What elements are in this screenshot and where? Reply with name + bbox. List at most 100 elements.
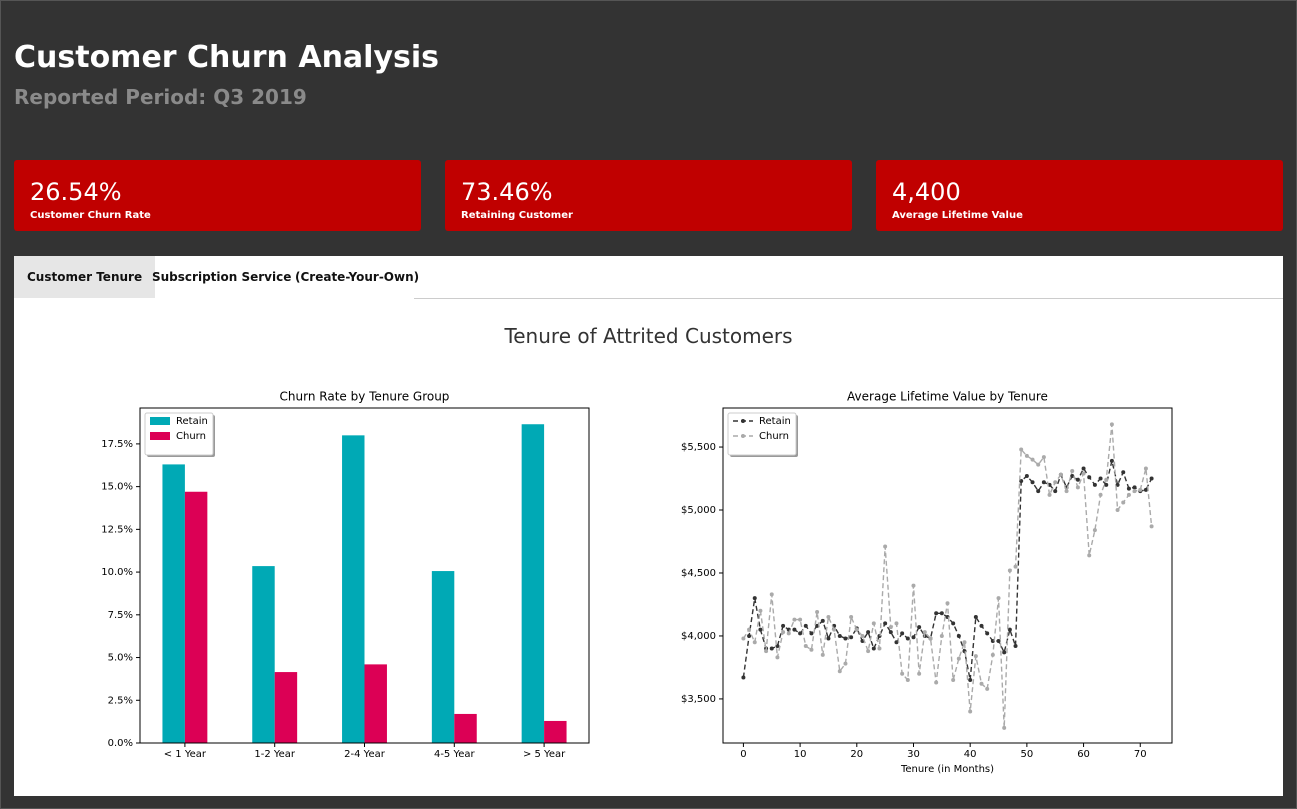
marker — [1007, 627, 1012, 632]
marker — [1053, 489, 1058, 494]
x-tick-label: 70 — [1134, 749, 1147, 760]
marker — [1024, 453, 1029, 458]
y-tick-label: $5,000 — [681, 505, 716, 516]
marker — [803, 644, 808, 649]
marker — [1098, 492, 1103, 497]
marker — [928, 636, 933, 641]
marker — [900, 671, 905, 676]
y-tick-label: $5,500 — [681, 442, 716, 453]
legend — [727, 412, 797, 456]
y-tick-label: 2.5% — [108, 695, 133, 706]
tab[interactable]: (Create-Your-Own) — [295, 270, 420, 284]
y-tick-label: $4,500 — [681, 568, 716, 579]
marker — [1024, 474, 1029, 479]
marker — [985, 631, 990, 636]
marker — [1138, 487, 1143, 492]
marker — [1092, 482, 1097, 487]
marker — [820, 652, 825, 657]
x-tick-label: 4-5 Year — [434, 749, 476, 760]
kpi-value: 4,400 — [892, 178, 961, 206]
kpi-value: 26.54% — [30, 178, 122, 206]
x-tick-label: 60 — [1077, 749, 1090, 760]
marker — [741, 636, 746, 641]
marker — [1121, 500, 1126, 505]
bar — [274, 672, 298, 743]
marker — [1036, 489, 1041, 494]
marker — [956, 656, 961, 661]
bar — [454, 713, 477, 743]
tab-divider — [414, 298, 1283, 299]
chart-title: Average Lifetime Value by Tenure — [847, 390, 1048, 404]
axes-frame — [139, 407, 590, 744]
x-tick-label: 0 — [740, 749, 746, 760]
marker — [979, 681, 984, 686]
marker — [996, 638, 1001, 643]
legend-label: Retain — [176, 416, 208, 427]
marker — [781, 630, 786, 635]
y-tick-label: 15.0% — [101, 482, 133, 493]
marker — [877, 646, 882, 651]
marker — [968, 678, 973, 683]
marker — [1104, 482, 1109, 487]
marker — [798, 631, 803, 636]
marker — [905, 678, 910, 683]
marker — [803, 623, 808, 628]
legend-label: Churn — [176, 431, 206, 442]
marker — [1041, 455, 1046, 460]
marker — [922, 630, 927, 635]
marker — [1092, 528, 1097, 533]
marker — [1109, 422, 1114, 427]
marker — [979, 623, 984, 628]
marker — [888, 625, 893, 630]
marker — [1126, 486, 1131, 491]
marker — [764, 649, 769, 654]
marker — [1064, 489, 1069, 494]
marker — [917, 625, 922, 630]
bar — [162, 464, 185, 743]
tab[interactable]: Customer Tenure — [14, 256, 156, 298]
bar — [252, 566, 275, 743]
marker — [843, 636, 848, 641]
bar — [431, 571, 455, 743]
marker — [883, 544, 888, 549]
marker — [911, 583, 916, 588]
marker — [951, 678, 956, 683]
marker — [849, 615, 854, 620]
marker — [871, 646, 876, 651]
marker — [1109, 458, 1114, 463]
panel-title: Tenure of Attrited Customers — [504, 324, 793, 348]
y-tick-label: 17.5% — [101, 439, 133, 450]
marker — [747, 633, 752, 638]
y-tick-label: 10.0% — [101, 567, 133, 578]
legend-label: Retain — [759, 416, 791, 427]
marker — [1019, 447, 1024, 452]
marker — [1081, 471, 1086, 476]
marker — [860, 633, 865, 638]
y-tick-label: $3,500 — [681, 694, 716, 705]
marker — [900, 631, 905, 636]
axes-frame — [722, 407, 1173, 744]
marker — [809, 631, 814, 636]
marker — [1041, 480, 1046, 485]
x-tick-label: 10 — [794, 749, 807, 760]
marker — [1036, 462, 1041, 467]
page-subtitle: Reported Period: Q3 2019 — [14, 85, 307, 109]
marker — [996, 596, 1001, 601]
marker — [854, 627, 859, 632]
tab-panel: Customer Tenure Subscription Service (Cr… — [14, 256, 1283, 796]
marker — [1075, 477, 1080, 482]
marker — [1075, 485, 1080, 490]
marker — [1058, 472, 1063, 477]
legend-swatch — [150, 432, 170, 440]
marker — [866, 630, 871, 635]
marker — [1104, 477, 1109, 482]
tab[interactable]: Subscription Service — [152, 270, 292, 284]
marker — [1030, 480, 1035, 485]
bar — [364, 664, 387, 743]
marker — [1047, 492, 1052, 497]
marker — [985, 686, 990, 691]
marker — [843, 661, 848, 666]
marker — [1007, 568, 1012, 573]
marker — [973, 654, 978, 659]
marker — [905, 636, 910, 641]
